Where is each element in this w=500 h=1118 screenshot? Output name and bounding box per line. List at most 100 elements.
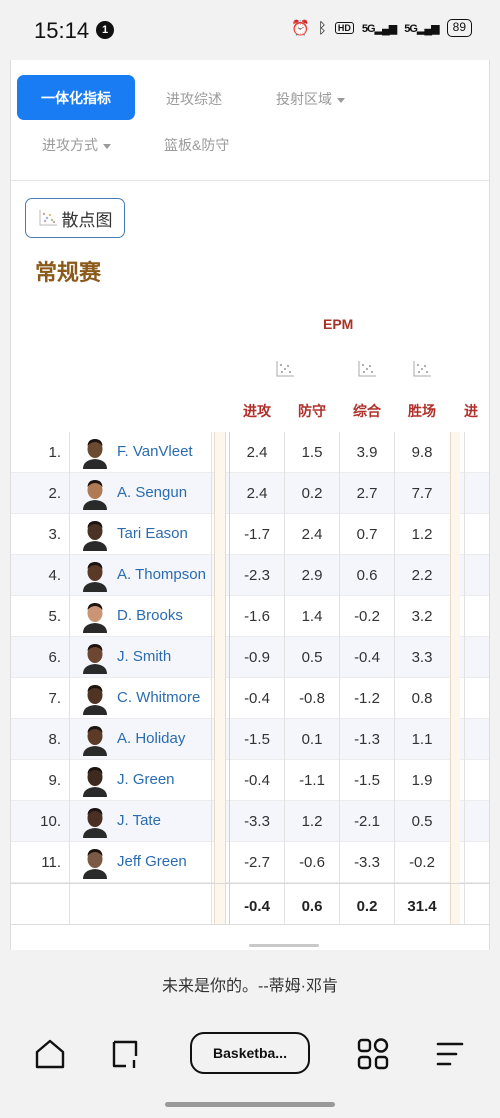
table-row[interactable]: 10. J. Tate -3.3 1.2 -2.1 0.5 <box>11 801 489 842</box>
cell-off: -0.4 <box>244 690 270 707</box>
player-name-link[interactable]: A. Holiday <box>117 730 186 747</box>
cell-wins: 3.3 <box>411 649 433 666</box>
divider <box>464 432 465 924</box>
player-name-link[interactable]: A. Thompson <box>117 566 206 583</box>
chevron-down-icon <box>103 143 111 149</box>
row-rank: 2. <box>48 485 61 502</box>
table-row[interactable]: 1. F. VanVleet 2.4 1.5 3.9 9.8 <box>11 432 489 473</box>
tab-rebound-defense[interactable]: 篮板&防守 <box>164 137 230 153</box>
totals-row: -0.4 0.6 0.2 31.4 <box>11 883 489 924</box>
cell-wins: 7.7 <box>411 485 433 502</box>
divider <box>69 432 70 924</box>
cell-wins: -0.2 <box>409 854 435 871</box>
cell-off: -1.7 <box>244 526 270 543</box>
apps-grid-icon[interactable] <box>355 1036 391 1072</box>
cell-def: 0.2 <box>301 485 323 502</box>
notification-count-badge: 1 <box>96 21 114 39</box>
cell-def: 1.5 <box>301 444 323 461</box>
divider <box>394 432 395 924</box>
scatter-plot-button[interactable]: 散点图 <box>25 198 125 238</box>
table-row[interactable]: 9. J. Green -0.4 -1.1 -1.5 1.9 <box>11 760 489 801</box>
epm-group-header: EPM <box>323 316 354 332</box>
total-defense: 0.6 <box>301 898 323 915</box>
signal-icon: 5G▂▄▆ <box>361 22 397 35</box>
player-name-link[interactable]: A. Sengun <box>117 484 188 501</box>
cell-tot: -2.1 <box>354 813 380 830</box>
cell-tot: -0.4 <box>354 649 380 666</box>
table-row[interactable]: 7. C. Whitmore -0.4 -0.8 -1.2 0.8 <box>11 678 489 719</box>
table-row[interactable]: 4. A. Thompson -2.3 2.9 0.6 2.2 <box>11 555 489 596</box>
table-row[interactable]: 3. Tari Eason -1.7 2.4 0.7 1.2 <box>11 514 489 555</box>
cell-off: 2.4 <box>246 485 268 502</box>
bluetooth-icon: ᛒ <box>317 19 327 37</box>
player-name-link[interactable]: Jeff Green <box>117 853 187 870</box>
player-avatar <box>83 726 107 756</box>
row-rank: 5. <box>48 608 61 625</box>
table-row[interactable]: 6. J. Smith -0.9 0.5 -0.4 3.3 <box>11 637 489 678</box>
column-header-partial[interactable]: 进 <box>464 403 478 419</box>
total-offense: -0.4 <box>244 898 270 915</box>
divider <box>339 432 340 924</box>
cell-def: -1.1 <box>299 772 325 789</box>
player-name-link[interactable]: D. Brooks <box>117 607 183 624</box>
hd-tag: HD <box>334 22 354 34</box>
status-icons: ⏰ ᛒ HD 5G▂▄▆ 5G▂▄▆ 89 <box>291 19 472 37</box>
scatter-plot-icon[interactable] <box>357 360 377 378</box>
browser-bottom-nav: Basketba... <box>0 1030 500 1080</box>
player-avatar <box>83 603 107 633</box>
cell-def: 1.4 <box>301 608 323 625</box>
signal-icon-2: 5G▂▄▆ <box>404 22 439 35</box>
chevron-down-icon <box>337 97 345 103</box>
horizontal-scrollbar[interactable] <box>249 944 319 947</box>
status-time: 15:14 <box>34 18 90 43</box>
divider <box>211 432 212 924</box>
player-name-link[interactable]: J. Green <box>117 771 175 788</box>
cell-wins: 9.8 <box>411 444 433 461</box>
column-header-overall[interactable]: 综合 <box>353 403 381 419</box>
cell-wins: 1.9 <box>411 772 433 789</box>
player-name-link[interactable]: J. Smith <box>117 648 172 665</box>
scatter-plot-icon[interactable] <box>275 360 295 378</box>
player-name-link[interactable]: F. VanVleet <box>117 443 193 460</box>
cell-tot: -0.2 <box>354 608 380 625</box>
cell-off: -1.5 <box>244 731 270 748</box>
column-header-wins[interactable]: 胜场 <box>408 403 436 419</box>
table-row[interactable]: 2. A. Sengun 2.4 0.2 2.7 7.7 <box>11 473 489 514</box>
table-row[interactable]: 5. D. Brooks -1.6 1.4 -0.2 3.2 <box>11 596 489 637</box>
table-row[interactable]: 11. Jeff Green -2.7 -0.6 -3.3 -0.2 <box>11 842 489 883</box>
cell-def: -0.8 <box>299 690 325 707</box>
tab-offense-type[interactable]: 进攻方式 <box>42 135 111 155</box>
scatter-plot-icon[interactable] <box>412 360 432 378</box>
url-pill[interactable]: Basketba... <box>190 1032 310 1074</box>
cell-wins: 1.2 <box>411 526 433 543</box>
player-avatar <box>83 480 107 510</box>
tab-integrated-metrics[interactable]: 一体化指标 <box>17 75 135 120</box>
cell-tot: 0.7 <box>356 526 378 543</box>
footer-quote: 未来是你的。--蒂姆·邓肯 <box>162 978 338 995</box>
menu-icon[interactable] <box>432 1036 468 1072</box>
player-name-link[interactable]: C. Whitmore <box>117 689 201 706</box>
gesture-home-bar[interactable] <box>165 1102 335 1107</box>
tab-offense-summary[interactable]: 进攻综述 <box>166 91 222 107</box>
home-icon[interactable] <box>32 1036 68 1072</box>
tabs-switcher-icon[interactable] <box>108 1036 144 1072</box>
cell-tot: -1.5 <box>354 772 380 789</box>
cell-off: -0.9 <box>244 649 270 666</box>
status-bar: 15:14 1 ⏰ ᛒ HD 5G▂▄▆ 5G▂▄▆ 89 <box>0 0 500 60</box>
player-avatar <box>83 808 107 838</box>
cell-off: -3.3 <box>244 813 270 830</box>
cell-def: 1.2 <box>301 813 323 830</box>
cell-off: -1.6 <box>244 608 270 625</box>
column-header-defense[interactable]: 防守 <box>298 403 326 419</box>
cell-tot: -3.3 <box>354 854 380 871</box>
column-header-offense[interactable]: 进攻 <box>243 403 271 419</box>
tab-shot-zone[interactable]: 投射区域 <box>276 89 345 109</box>
divider <box>229 432 230 924</box>
table-row[interactable]: 8. A. Holiday -1.5 0.1 -1.3 1.1 <box>11 719 489 760</box>
player-name-link[interactable]: J. Tate <box>117 812 161 829</box>
total-wins: 31.4 <box>407 898 437 915</box>
player-avatar <box>83 644 107 674</box>
player-name-link[interactable]: Tari Eason <box>117 525 188 542</box>
row-rank: 7. <box>48 690 61 707</box>
divider <box>11 180 489 181</box>
